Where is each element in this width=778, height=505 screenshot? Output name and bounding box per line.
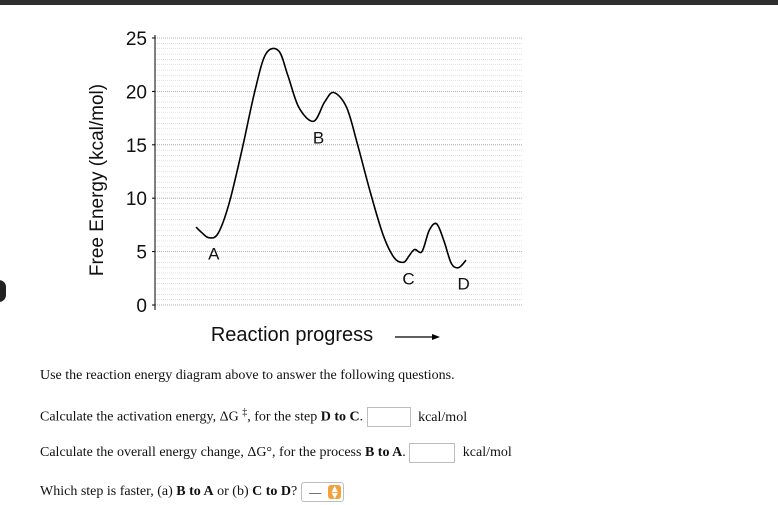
y-tick-label: 15 [126,136,147,157]
q1-text-mid: , for the step [247,409,321,425]
activation-energy-input[interactable] [366,407,411,428]
double-dagger-symbol: ‡ [242,407,248,418]
y-tick-label: 10 [126,189,147,210]
y-tick-label: 5 [136,243,147,264]
window-top-bar [0,0,778,5]
side-handle[interactable] [0,280,6,302]
q1-punct: . [359,409,364,425]
instructions-text: Use the reaction energy diagram above to… [40,368,455,383]
point-labels: A B C D [208,128,470,293]
q3-option-a: B to A [176,484,214,500]
energy-diagram: 25 20 15 10 5 0 A B C D Free Energy (kcal/mol) R… [87,29,522,346]
q3-text: Which step is faster, (a) [40,484,177,500]
right-arrow-icon [395,334,440,340]
unit-label: kcal/mol [418,409,468,425]
question-activation-energy: Calculate the activation energy, ΔG ‡, f… [40,404,468,428]
point-label-c: C [402,269,414,288]
overall-energy-input[interactable] [409,443,456,463]
point-label-b: B [313,128,324,147]
gridlines [155,37,522,306]
point-label-a: A [208,245,220,264]
question-faster-step: Which step is faster, (a) B to A or (b) … [40,482,345,502]
question-overall-energy: Calculate the overall energy change, ΔG°… [40,443,512,463]
y-tick-label: 20 [126,82,147,103]
q2-process: B to A [364,445,403,461]
y-tick-label: 25 [126,29,147,50]
q2-punct: . [402,445,406,461]
q1-step: D to C [320,409,360,425]
select-value: — [309,485,322,499]
energy-curve [195,47,467,269]
unit-label: kcal/mol [462,445,512,461]
y-tick-labels: 25 20 15 10 5 0 [126,29,155,317]
q3-punct: ? [291,484,298,500]
faster-step-select[interactable]: — ▲ ▼ [301,482,345,502]
q1-text: Calculate the activation energy, ΔG [40,409,239,425]
point-label-d: D [458,275,470,294]
chevron-up-down-icon: ▲ ▼ [328,485,342,500]
q2-text: Calculate the overall energy change, ΔG°… [40,445,365,461]
q3-option-b: C to D [252,484,292,500]
x-axis-label: Reaction progress [211,324,373,346]
y-tick-label: 0 [136,296,147,317]
y-axis-label: Free Energy (kcal/mol) [87,84,108,276]
q3-text-mid: or (b) [213,484,253,500]
